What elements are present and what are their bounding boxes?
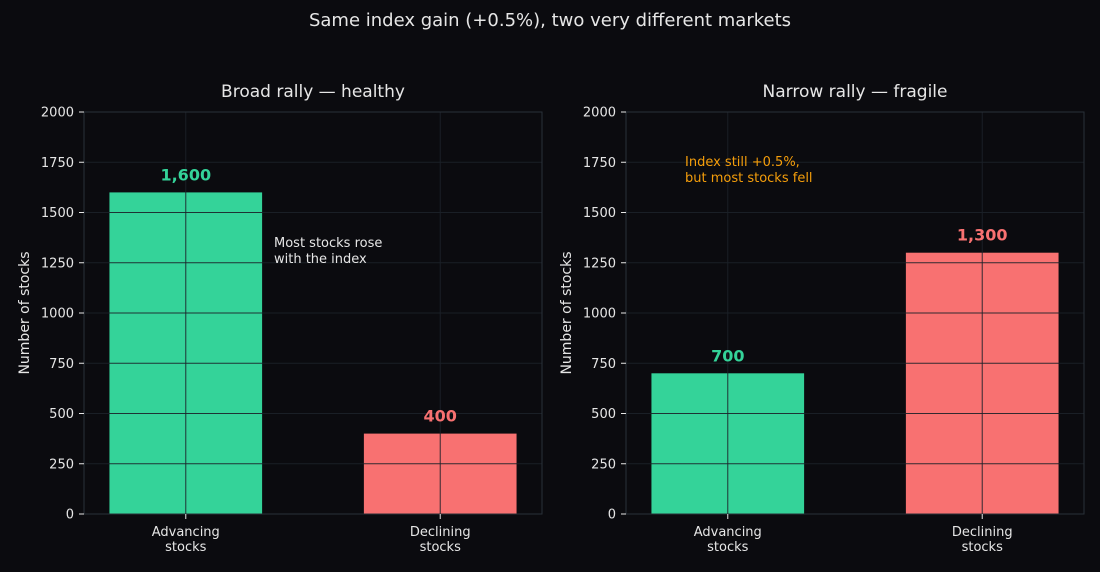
y-tick-label: 1000 (41, 307, 74, 322)
y-tick-label: 1000 (583, 307, 616, 322)
y-tick-label: 2000 (41, 106, 74, 121)
y-axis-label: Number of stocks (559, 251, 575, 374)
y-tick-label: 0 (608, 508, 616, 523)
y-axis-label: Number of stocks (17, 251, 33, 374)
y-tick-label: 2000 (583, 106, 616, 121)
chart-title: Broad rally — healthy (221, 82, 405, 102)
y-tick-label: 1750 (41, 156, 74, 171)
y-tick-label: 250 (591, 457, 616, 472)
data-label: 700 (711, 346, 744, 365)
data-label: 400 (424, 407, 457, 426)
y-tick-label: 750 (49, 357, 74, 372)
chart-title: Narrow rally — fragile (763, 82, 948, 102)
y-tick-label: 1250 (583, 256, 616, 271)
figure-title: Same index gain (+0.5%), two very differ… (309, 10, 791, 31)
y-tick-label: 1500 (583, 206, 616, 221)
chart-panel-broad-rally: Broad rally — healthy 0 250 500 750 1000 1250 1… (17, 82, 543, 555)
x-tick-label: Advancing stocks (694, 525, 762, 555)
y-tick-label: 0 (66, 508, 74, 523)
y-tick-label: 1750 (583, 156, 616, 171)
x-tick-label: Declining stocks (952, 525, 1013, 555)
annotation: Most stocks rose with the index (274, 236, 382, 267)
y-tick-label: 1500 (41, 206, 74, 221)
y-tick-label: 750 (591, 357, 616, 372)
data-label: 1,300 (957, 226, 1008, 245)
data-label: 1,600 (160, 165, 211, 184)
y-tick-label: 500 (591, 407, 616, 422)
y-tick-label: 250 (49, 457, 74, 472)
annotation: Index still +0.5%, but most stocks fell (685, 155, 813, 186)
x-tick-label: Advancing stocks (152, 525, 220, 555)
y-tick-label: 500 (49, 407, 74, 422)
chart-panel-narrow-rally: Narrow rally — fragile 0 250 500 750 1000 1250… (559, 82, 1085, 555)
y-tick-label: 1250 (41, 256, 74, 271)
x-tick-label: Declining stocks (410, 525, 471, 555)
